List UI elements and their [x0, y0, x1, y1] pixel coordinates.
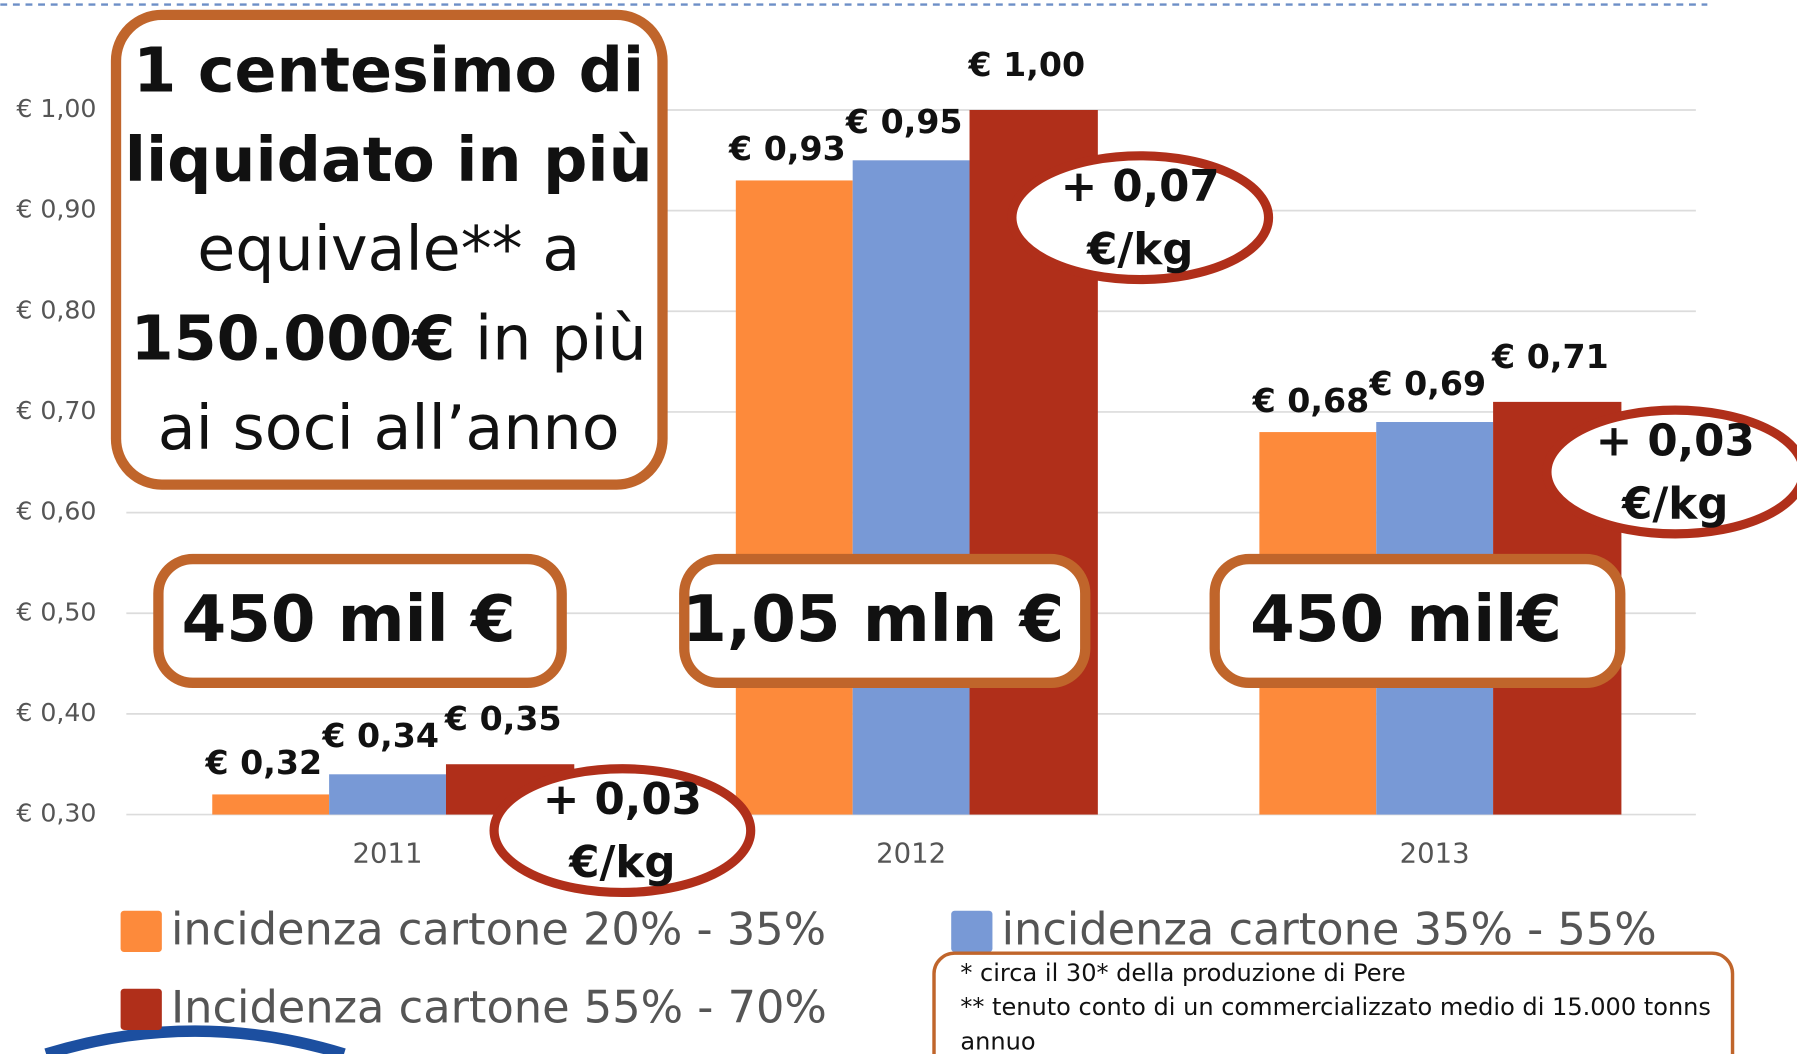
y-tick-label: € 0,70	[16, 396, 96, 425]
total-label: 450 mil€	[1250, 582, 1562, 657]
total-box	[679, 553, 1091, 688]
increment-label: + 0,03	[1596, 416, 1755, 466]
legend-swatch	[120, 988, 162, 1030]
increment-callout	[489, 764, 756, 898]
x-tick-label: 2012	[876, 838, 946, 870]
y-tick-label: € 0,60	[16, 497, 96, 526]
total-box	[1209, 553, 1626, 688]
x-tick-label: 2011	[353, 838, 423, 870]
increment-label: €/kg	[1621, 479, 1728, 529]
value-label: € 0,95	[845, 102, 963, 141]
value-label: € 0,68	[1252, 381, 1370, 420]
increment-label: €/kg	[568, 838, 675, 888]
callout-segment: 150.000€	[131, 303, 456, 375]
increment-callout	[1542, 405, 1797, 539]
y-tick-label: € 0,50	[16, 597, 96, 626]
bar	[852, 160, 970, 815]
value-label: € 0,34	[321, 716, 439, 755]
y-tick-label: € 0,40	[16, 698, 96, 727]
y-tick-label: € 1,00	[16, 94, 96, 123]
increment-label: + 0,03	[543, 775, 702, 825]
y-tick-label: € 0,30	[16, 799, 96, 828]
callout-line: liquidato in più	[125, 124, 653, 196]
legend-label: incidenza cartone 35% - 55%	[1002, 904, 1657, 956]
increment-label: €/kg	[1086, 225, 1193, 275]
callout-segment: 1 centesimo di	[133, 35, 644, 107]
footnote-box	[932, 951, 1735, 1054]
total-box	[153, 553, 567, 688]
y-tick-label: € 0,80	[16, 295, 96, 324]
increment-callout	[1007, 151, 1274, 285]
callout-line: equivale** a	[197, 213, 580, 285]
value-label: € 0,71	[1491, 337, 1609, 376]
x-tick-label: 2013	[1400, 838, 1470, 870]
logo-fragment	[44, 1025, 346, 1054]
footnote: * circa il 30* della produzione di Pere	[960, 959, 1405, 987]
callout-segment: liquidato in più	[125, 124, 653, 196]
callout-segment: ai soci all’anno	[158, 392, 620, 464]
footnote: ** tenuto conto di un commercializzato m…	[960, 993, 1711, 1021]
callout-line: ai soci all’anno	[158, 392, 620, 464]
callout-line: 150.000€ in più	[131, 303, 647, 375]
legend-label: Incidenza cartone 55% - 70%	[171, 981, 827, 1033]
y-tick-label: € 0,90	[16, 195, 96, 224]
legend-label: incidenza cartone 20% - 35%	[171, 904, 826, 956]
callout-line: 1 centesimo di	[133, 35, 644, 107]
legend-swatch	[951, 910, 993, 953]
footnote: annuo	[960, 1028, 1035, 1054]
legend-swatch	[120, 910, 162, 953]
callout-segment: equivale** a	[197, 213, 580, 285]
value-label: € 0,35	[444, 699, 562, 738]
increment-label: + 0,07	[1061, 162, 1220, 212]
value-label: € 0,32	[204, 743, 322, 782]
value-label: € 0,93	[728, 129, 846, 168]
total-label: 1,05 mln €	[682, 582, 1064, 657]
bar	[212, 794, 330, 815]
value-label: € 1,00	[967, 45, 1085, 84]
bar	[329, 774, 446, 815]
bar	[735, 180, 853, 815]
callout-box	[110, 9, 668, 490]
value-label: € 0,69	[1368, 364, 1486, 403]
total-label: 450 mil €	[182, 582, 516, 657]
callout-segment: in più	[455, 303, 646, 375]
